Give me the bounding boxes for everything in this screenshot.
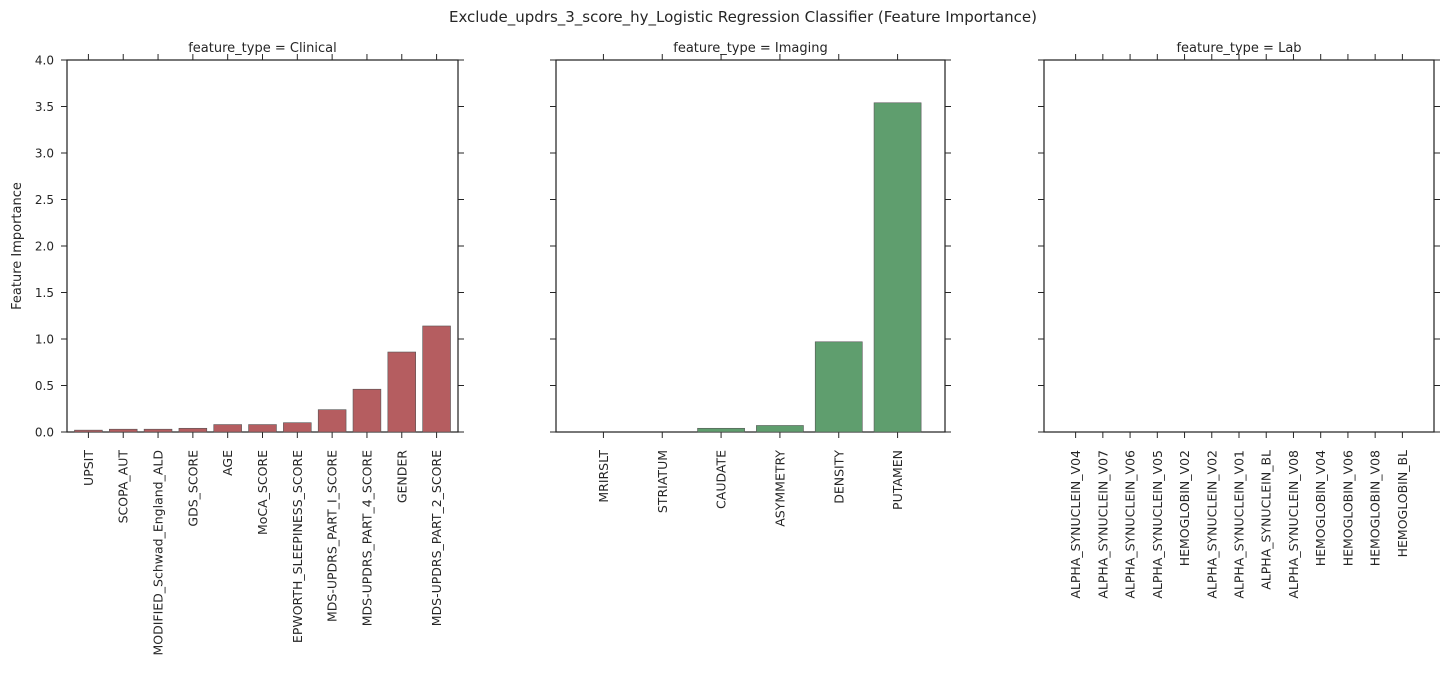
- x-tick-label: GDS_SCORE: [185, 450, 200, 527]
- panel-frame: [1043, 59, 1435, 433]
- y-tick-label: 1.5: [35, 286, 54, 300]
- bar: [756, 425, 804, 433]
- x-tick-label: ALPHA_SYNUCLEIN_BL: [1259, 450, 1274, 590]
- facet-panel-1: feature_type = Imaging MRIRSLT STRIATUM CAU…: [550, 41, 951, 527]
- facet-panels: feature_type = Clinical 0.0 0.5 1.0 1.5 2.0 2.…: [35, 41, 1440, 656]
- y-tick-label: 0.5: [35, 379, 54, 393]
- x-tick-label: ALPHA_SYNUCLEIN_V01: [1232, 450, 1247, 599]
- x-tick-label: UPSIT: [81, 450, 96, 486]
- x-tick-label: ALPHA_SYNUCLEIN_V05: [1150, 450, 1165, 599]
- panel-title: feature_type = Lab: [1176, 41, 1301, 56]
- y-tick-label: 0.0: [35, 426, 54, 440]
- bar: [213, 424, 242, 433]
- x-tick-label: ASYMMETRY: [772, 450, 787, 527]
- x-tick-label: HEMOGLOBIN_V06: [1340, 450, 1355, 566]
- x-tick-label: GENDER: [394, 450, 409, 503]
- x-tick-label: ALPHA_SYNUCLEIN_V04: [1068, 450, 1083, 599]
- x-tick-label: ALPHA_SYNUCLEIN_V02: [1204, 450, 1219, 599]
- x-tick-label: MRIRSLT: [596, 450, 611, 503]
- x-tick-label: MDS-UPDRS_PART_2_SCORE: [429, 450, 444, 626]
- y-tick-label: 2.5: [35, 193, 54, 207]
- bar: [74, 429, 103, 433]
- y-tick-label: 3.0: [35, 147, 54, 161]
- x-tick-label: MDS-UPDRS_PART_I_SCORE: [325, 450, 340, 622]
- x-tick-label: HEMOGLOBIN_V08: [1368, 450, 1383, 566]
- x-tick-label: DENSITY: [831, 450, 846, 504]
- x-tick-label: HEMOGLOBIN_V04: [1313, 450, 1328, 566]
- y-tick-label: 3.5: [35, 100, 54, 114]
- x-tick-label: HEMOGLOBIN_V02: [1177, 450, 1192, 566]
- x-tick-label: MoCA_SCORE: [255, 450, 270, 535]
- x-tick-label: MODIFIED_Schwad_England_ALD: [151, 450, 166, 656]
- bar: [317, 409, 347, 433]
- x-tick-label: MDS-UPDRS_PART_4_SCORE: [359, 450, 374, 626]
- x-tick-label: AGE: [220, 450, 235, 476]
- x-tick-label: ALPHA_SYNUCLEIN_V06: [1123, 450, 1138, 599]
- y-tick-label: 4.0: [35, 54, 54, 68]
- bar: [283, 422, 312, 433]
- facet-panel-0: feature_type = Clinical 0.0 0.5 1.0 1.5 2.0 2.…: [35, 41, 464, 656]
- bar: [387, 351, 417, 433]
- facet-panel-2: feature_type = Lab ALPHA_SYNUCLEIN_V04 ALP…: [1038, 41, 1440, 599]
- y-tick-label: 1.0: [35, 333, 54, 347]
- panel-title: feature_type = Imaging: [673, 41, 827, 56]
- bar: [873, 102, 922, 433]
- x-tick-label: EPWORTH_SLEEPINESS_SCORE: [290, 450, 305, 643]
- y-axis-label: Feature Importance: [10, 182, 25, 310]
- bar: [248, 424, 277, 433]
- bar: [109, 428, 138, 433]
- x-tick-label: CAUDATE: [714, 450, 729, 509]
- bar: [352, 388, 382, 433]
- x-tick-label: STRIATUM: [655, 450, 670, 513]
- bar: [178, 427, 208, 433]
- x-tick-label: PUTAMEN: [890, 450, 905, 510]
- y-tick-label: 2.0: [35, 240, 54, 254]
- bar: [143, 428, 173, 433]
- bar: [697, 427, 745, 433]
- figure-title: Exclude_updrs_3_score_hy_Logistic Regres…: [449, 8, 1037, 27]
- bar: [422, 325, 451, 433]
- bar: [814, 341, 863, 433]
- x-tick-label: HEMOGLOBIN_BL: [1395, 450, 1410, 557]
- x-tick-label: ALPHA_SYNUCLEIN_V07: [1095, 450, 1110, 599]
- panel-title: feature_type = Clinical: [188, 41, 337, 56]
- x-tick-label: ALPHA_SYNUCLEIN_V08: [1286, 450, 1301, 599]
- x-tick-label: SCOPA_AUT: [116, 450, 131, 524]
